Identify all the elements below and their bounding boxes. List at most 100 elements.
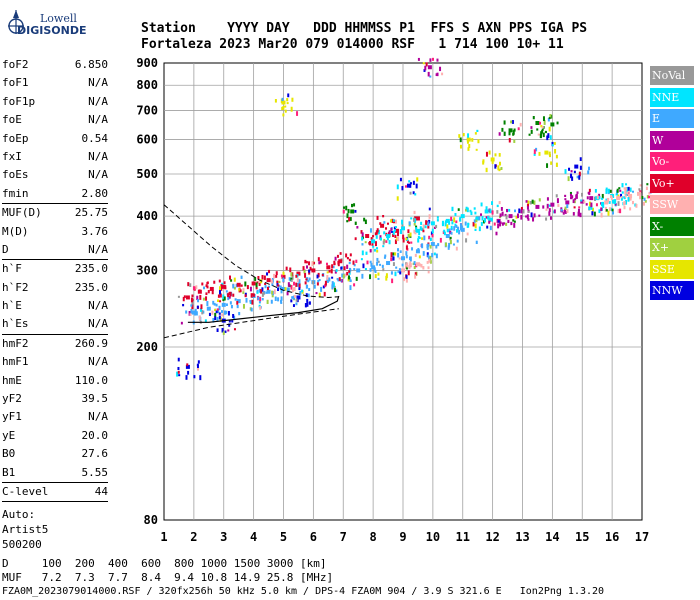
echo-dot [266,286,269,291]
echo-dot [429,58,432,62]
echo-dot [196,367,199,371]
echo-dot [436,72,439,77]
echo-dot [301,289,304,293]
param-name: h`Es [2,317,29,331]
series-sse [274,93,558,173]
echo-dot [324,280,327,286]
echo-dot [295,298,298,302]
echo-dot [629,207,632,211]
param-value: 235.0 [74,262,108,276]
echo-dot [466,207,469,213]
echo-dot [224,287,227,290]
echo-dot [298,283,301,289]
echo-dot [383,231,386,235]
echo-dot [497,165,500,171]
echo-dot [202,297,205,301]
data-point [445,218,450,223]
echo-dot [394,239,397,245]
echo-dot [349,217,352,221]
echo-dot [227,293,230,297]
echo-dot [320,286,323,292]
echo-dot [578,175,581,180]
echo-dot [413,266,416,270]
echo-dot [626,191,629,195]
echo-dot [303,270,306,274]
echo-dot [490,217,493,222]
echo-dot [413,222,416,226]
echo-dot [508,131,511,136]
echo-dot [431,228,434,234]
echo-dot [464,208,467,212]
y-tick-label: 200 [136,340,158,354]
echo-dot [428,207,431,211]
echo-dot [399,177,402,182]
echo-dot [336,254,339,258]
echo-dot [429,245,432,249]
echo-dot [436,58,439,62]
echo-dot [257,275,260,280]
echo-dot [474,211,477,215]
echo-dot [544,130,547,134]
echo-dot [206,301,209,307]
bottomside-profile [163,308,339,339]
echo-dot [593,211,596,217]
echo-dot [230,279,233,282]
echo-dot [476,129,479,133]
echo-dot [497,220,500,223]
echo-dot [398,257,401,260]
echo-dot [290,284,293,290]
param-row: B1 5.55 [2,464,108,482]
param-row: C-level 44 [2,483,108,501]
echo-dot [505,214,508,220]
echo-dot [408,180,411,183]
echo-dot [222,294,225,300]
echo-dot [577,208,580,214]
echo-dot [573,206,576,209]
data-point [401,256,405,261]
echo-dot [541,128,544,131]
echo-dot [180,321,183,325]
echo-dot [406,240,409,244]
echo-dot [629,197,632,200]
echo-dot [631,200,634,205]
echo-dot [222,331,225,335]
echo-dot [548,126,551,132]
echo-dot [526,206,529,210]
echo-dot [386,222,389,225]
echo-dot [619,208,622,214]
echo-dot [519,122,522,127]
echo-dot [443,229,446,233]
echo-dot [308,301,311,305]
echo-dot [308,277,311,281]
echo-dot [533,149,536,154]
echo-dot [293,294,296,298]
echo-dot [322,285,325,289]
echo-dot [390,271,393,275]
echo-dot [361,250,364,256]
echo-dot [480,202,483,207]
echo-dot [266,299,269,304]
echo-dot [250,307,253,312]
echo-dot [306,298,309,303]
echo-dot [475,219,478,223]
digisonde-logo: Lowell DIGISONDE [4,4,86,42]
echo-dot [605,209,608,212]
echo-dot [219,300,222,303]
echo-dot [572,212,575,216]
data-point [616,196,621,201]
echo-dot [290,299,293,303]
echo-dot [513,223,516,228]
legend: NoVal NNE E W Vo- Vo+ SSW X- X+ SSE NNW [650,66,694,303]
echo-dot [214,308,217,312]
echo-dot [344,273,347,277]
echo-dot [335,268,338,272]
echo-dot [216,308,219,311]
x-tick-label: 5 [280,530,287,544]
data-point [484,209,489,214]
echo-dot [648,192,651,195]
echo-dot [333,262,336,266]
param-value: 235.0 [74,280,108,294]
param-value: N/A [88,94,108,108]
echo-dot [383,256,386,259]
data-point [574,164,579,169]
